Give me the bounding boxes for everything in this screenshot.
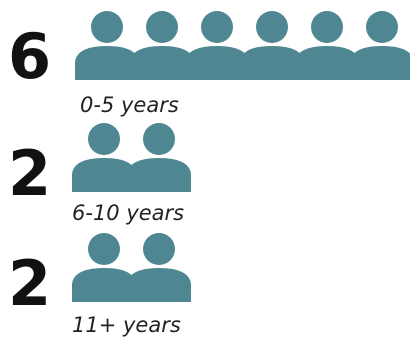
pictograph-row: 2 6-10 years	[8, 123, 191, 225]
person-icon-head	[143, 233, 175, 265]
person-icon-body	[75, 46, 139, 80]
person-icon-body	[185, 46, 249, 80]
pictograph-row: 2 11+ years	[8, 233, 191, 337]
pictograph-row: 6 0-5 years	[8, 11, 410, 117]
person-icon-head	[88, 123, 120, 155]
person-icon-body	[295, 46, 359, 80]
person-icon-head	[201, 11, 233, 43]
person-icon-head	[366, 11, 398, 43]
count-label: 2	[8, 137, 51, 210]
person-icon-head	[143, 123, 175, 155]
person-icon-head	[256, 11, 288, 43]
person-icon-head	[146, 11, 178, 43]
person-icon-head	[311, 11, 343, 43]
category-label: 0-5 years	[80, 93, 179, 117]
person-icon-body	[72, 158, 136, 192]
count-label: 6	[8, 20, 51, 93]
person-icon-body	[127, 268, 191, 302]
category-label: 11+ years	[72, 313, 181, 337]
person-icon-body	[127, 158, 191, 192]
person-icon-body	[72, 268, 136, 302]
count-label: 2	[8, 247, 51, 320]
person-icon-head	[88, 233, 120, 265]
person-icon-body	[240, 46, 304, 80]
person-icon-body	[350, 46, 410, 80]
category-label: 6-10 years	[72, 201, 184, 225]
person-icon-body	[130, 46, 194, 80]
person-icon-head	[91, 11, 123, 43]
